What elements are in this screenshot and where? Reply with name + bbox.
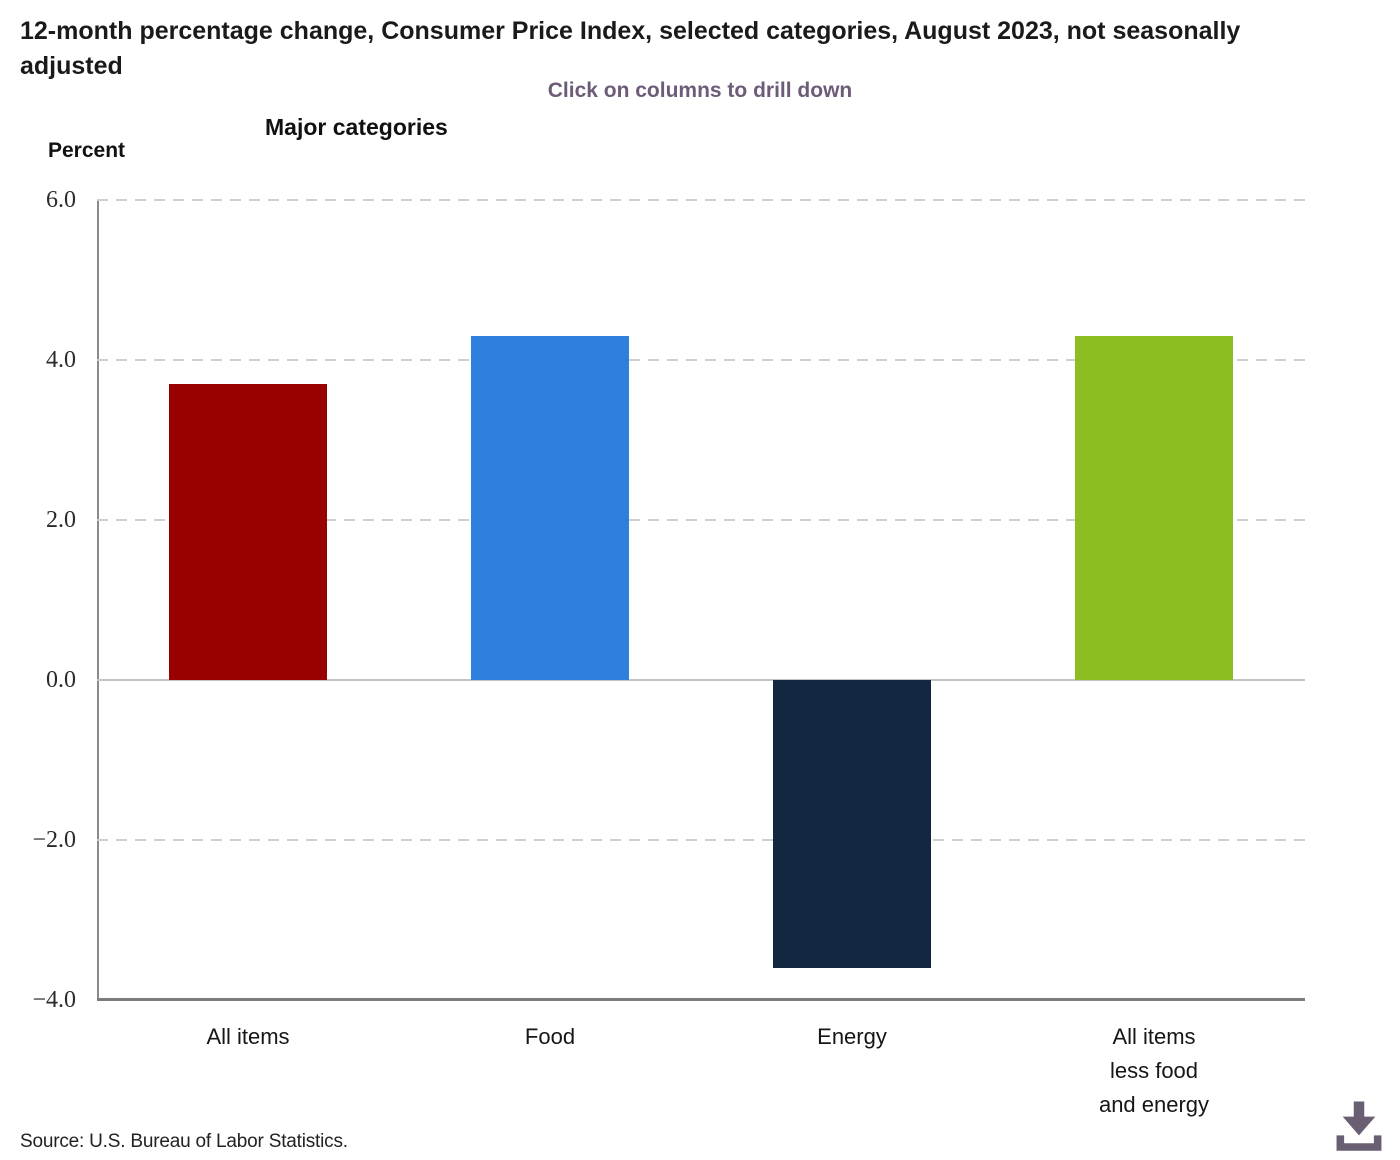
x-axis-label: Energy (742, 1020, 962, 1054)
x-axis-line (97, 998, 1305, 1001)
gridline (97, 199, 1305, 201)
bar-all-items-less-food-and-energy[interactable] (1075, 336, 1233, 680)
y-axis-line (97, 200, 99, 1000)
x-axis-label: All items less food and energy (1044, 1020, 1264, 1122)
x-axis-label-line: less food (1109, 1058, 1199, 1083)
bar-all-items[interactable] (169, 384, 327, 680)
download-button[interactable] (1330, 1098, 1388, 1154)
gridline (97, 839, 1305, 841)
y-tick-label: −2.0 (32, 827, 76, 853)
x-axis-label: All items (138, 1020, 358, 1054)
bar-food[interactable] (471, 336, 629, 680)
plot-area (97, 199, 1305, 1001)
y-tick-label: 0.0 (46, 667, 76, 693)
y-axis-title: Percent (48, 139, 126, 162)
drilldown-hint: Click on columns to drill down (547, 79, 853, 102)
y-tick-label: −4.0 (32, 987, 76, 1013)
gridline (97, 359, 1305, 361)
x-axis-label-line: All items (206, 1024, 290, 1049)
x-axis-label: Food (440, 1020, 660, 1054)
y-tick-label: 2.0 (46, 507, 76, 533)
x-axis-label-line: Energy (817, 1024, 887, 1049)
download-icon (1336, 1101, 1382, 1151)
x-axis-label-line: Food (524, 1024, 576, 1049)
y-tick-label: 4.0 (46, 347, 76, 373)
gridline (97, 519, 1305, 521)
bar-energy[interactable] (773, 680, 931, 968)
x-axis-group-title: Major categories (265, 114, 448, 140)
zero-gridline (97, 679, 1305, 681)
x-axis-label-line: and energy (1098, 1092, 1210, 1117)
chart-title: 12-month percentage change, Consumer Pri… (20, 17, 1241, 80)
source-note: Source: U.S. Bureau of Labor Statistics. (20, 1131, 348, 1152)
x-axis-label-line: All items (1112, 1024, 1196, 1049)
y-tick-label: 6.0 (46, 187, 76, 213)
